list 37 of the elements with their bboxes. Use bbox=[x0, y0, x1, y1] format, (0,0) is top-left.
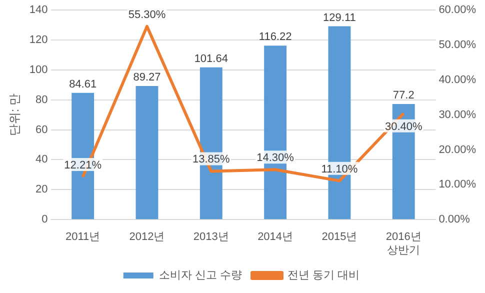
y-axis-title: 단위: 만 bbox=[8, 93, 22, 136]
y2-tick-label: 50.00% bbox=[438, 38, 476, 51]
y-tick-label: 100 bbox=[29, 64, 48, 76]
x-tick-label: 2012년 bbox=[129, 231, 165, 244]
x-tick-label: 2015년 bbox=[322, 231, 358, 244]
y-tick-label: 80 bbox=[36, 94, 48, 106]
data-label: 12.21% bbox=[64, 159, 102, 172]
data-label: 30.40% bbox=[384, 120, 422, 133]
x-tick-label: 2013년 bbox=[193, 231, 229, 244]
data-label: 77.2 bbox=[392, 90, 414, 102]
y2-tick-label: 20.00% bbox=[438, 144, 476, 156]
legend-label: 전년 동기 대비 bbox=[288, 270, 360, 282]
data-label: 13.85% bbox=[192, 154, 230, 166]
data-label: 116.22 bbox=[258, 31, 292, 44]
y-tick-label: 40 bbox=[36, 154, 48, 166]
bar bbox=[136, 86, 158, 220]
data-label: 55.30% bbox=[128, 8, 166, 21]
data-label: 129.11 bbox=[323, 12, 356, 24]
y-tick-label: 60 bbox=[36, 124, 48, 136]
y-tick-label: 140 bbox=[29, 4, 48, 16]
y-tick-label: 20 bbox=[36, 184, 48, 196]
data-label: 14.30% bbox=[256, 152, 294, 164]
x-tick-label: 2016년 상반기 bbox=[386, 231, 422, 256]
data-label: 89.27 bbox=[133, 71, 161, 84]
y2-tick-label: 10.00% bbox=[438, 178, 476, 191]
y2-tick-label: 40.00% bbox=[438, 74, 476, 86]
y2-tick-label: 60.00% bbox=[438, 4, 476, 16]
data-label: 101.64 bbox=[194, 52, 228, 65]
x-tick-label: 2011년 bbox=[66, 231, 100, 244]
data-label: 11.10% bbox=[321, 163, 358, 176]
y2-tick-label: 30.00% bbox=[438, 108, 476, 121]
y2-tick-label: 0.00% bbox=[438, 214, 470, 226]
data-label: 84.61 bbox=[69, 78, 97, 90]
legend-label: 소비자 신고 수량 bbox=[158, 270, 242, 282]
x-tick-label: 2014년 bbox=[258, 231, 294, 244]
y-tick-label: 120 bbox=[29, 34, 48, 46]
y-tick-label: 0 bbox=[42, 214, 48, 226]
